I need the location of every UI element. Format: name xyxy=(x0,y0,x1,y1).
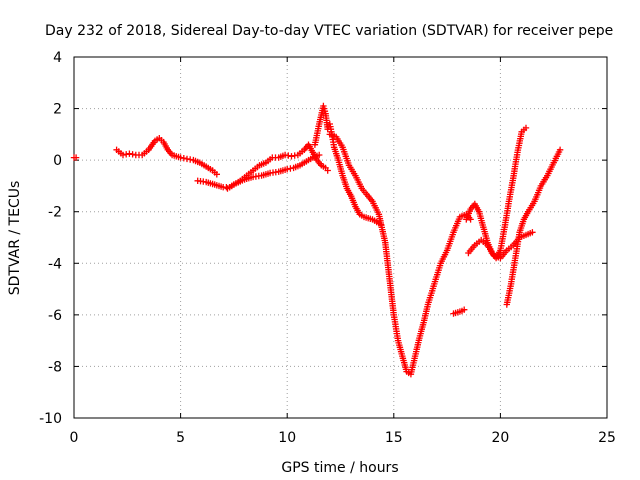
y-axis-label: SDTVAR / TECUs xyxy=(7,181,23,296)
data-point xyxy=(285,152,292,159)
y-tick-label: -8 xyxy=(48,359,62,375)
data-point xyxy=(129,151,136,158)
x-tick-label: 15 xyxy=(385,430,403,446)
data-point xyxy=(288,153,295,160)
x-tick-label: 5 xyxy=(176,430,185,446)
x-tick-label: 25 xyxy=(598,430,616,446)
data-point xyxy=(284,166,291,173)
chart-title: Day 232 of 2018, Sidereal Day-to-day VTE… xyxy=(45,23,613,39)
x-tick-label: 0 xyxy=(70,430,79,446)
data-point xyxy=(324,167,331,174)
x-tick-label: 10 xyxy=(278,430,296,446)
x-axis-label: GPS time / hours xyxy=(281,460,398,476)
data-point xyxy=(529,229,536,236)
data-point xyxy=(556,146,564,153)
data-point xyxy=(213,171,220,178)
data-point xyxy=(72,154,80,161)
y-tick-label: 2 xyxy=(53,102,62,118)
axis-ticks xyxy=(73,56,608,419)
data-point xyxy=(180,155,187,162)
data-points xyxy=(70,102,564,378)
y-tick-label: -4 xyxy=(48,256,62,272)
plot-frame xyxy=(73,56,608,419)
y-tick-label: -6 xyxy=(48,308,62,324)
data-point xyxy=(316,151,323,159)
y-tick-label: 4 xyxy=(53,50,62,66)
y-tick-label: 0 xyxy=(53,153,62,169)
y-tick-label: -10 xyxy=(39,411,62,427)
x-tick-label: 20 xyxy=(491,430,509,446)
data-point xyxy=(461,306,468,313)
y-tick-label: -2 xyxy=(48,205,62,221)
y-tick-labels: -10 -8 -6 -4 -2 0 2 4 xyxy=(39,50,62,427)
x-tick-labels: 0 5 10 15 20 25 xyxy=(70,430,616,446)
data-point xyxy=(522,124,530,132)
data-point xyxy=(119,151,127,159)
grid-lines xyxy=(74,57,607,418)
